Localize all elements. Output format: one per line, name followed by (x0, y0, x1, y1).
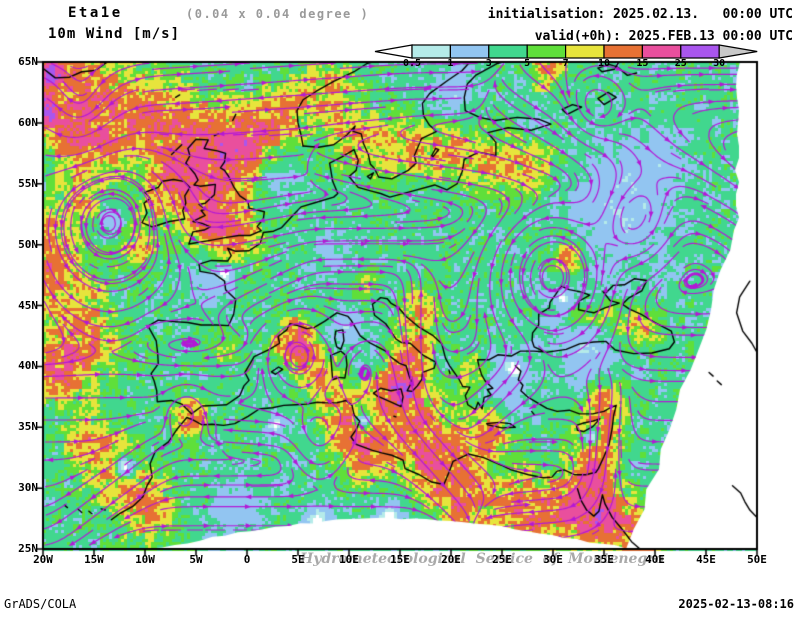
grads-credit: GrADS/COLA (4, 597, 77, 611)
colorbar-tick-label: 10 (597, 58, 611, 69)
lat-axis-label: 50N (18, 237, 38, 251)
lat-axis-label: 55N (18, 176, 38, 190)
lon-axis-label: 20W (33, 553, 53, 566)
lon-axis-label: 30E (543, 553, 563, 566)
colorbar-tick-label: 3 (485, 58, 492, 69)
colorbar-tick-label: 5 (524, 58, 531, 69)
lon-axis-label: 50E (747, 553, 767, 566)
creation-timestamp: 2025-02-13-08:16 (678, 597, 794, 611)
lat-axis-label: 25N (18, 542, 38, 555)
lat-axis-label: 60N (18, 115, 38, 129)
colorbar-tick-label: 0.5 (402, 58, 422, 69)
colorbar-tick-label: 15 (636, 58, 649, 69)
lon-axis-label: 40E (645, 553, 665, 566)
lat-axis-label: 40N (18, 359, 38, 373)
watermark: Hydrometeorological Service of Montenegr… (300, 551, 664, 567)
colorbar-tick-label: 7 (562, 58, 569, 69)
lat-axis-label: 45N (18, 298, 38, 312)
wind-speed-colorbar: 0.5 1 3 5 7 10 15 25 30 (374, 44, 759, 74)
colorbar-tick-label: 25 (674, 58, 687, 69)
colorbar-tick-label: 30 (713, 58, 726, 69)
colorbar-tick-label: 1 (447, 58, 454, 69)
lat-axis-label: 35N (18, 420, 38, 434)
lat-axis-label: 30N (18, 481, 38, 495)
lon-axis-label: 5W (189, 553, 203, 566)
lon-axis-label: 25E (492, 553, 512, 566)
lon-axis-label: 20E (441, 553, 461, 566)
lon-axis-label: 15W (84, 553, 104, 566)
lon-axis-label: 45E (696, 553, 716, 566)
lon-axis-label: 10W (135, 553, 155, 566)
lon-axis-label: 5E (291, 553, 305, 566)
lon-axis-label: 10E (339, 553, 359, 566)
lat-axis-label: 65N (18, 55, 38, 68)
lon-axis-label: 35E (594, 553, 614, 566)
lon-axis-label: 15E (390, 553, 410, 566)
lon-axis-label: 0 (243, 553, 251, 566)
